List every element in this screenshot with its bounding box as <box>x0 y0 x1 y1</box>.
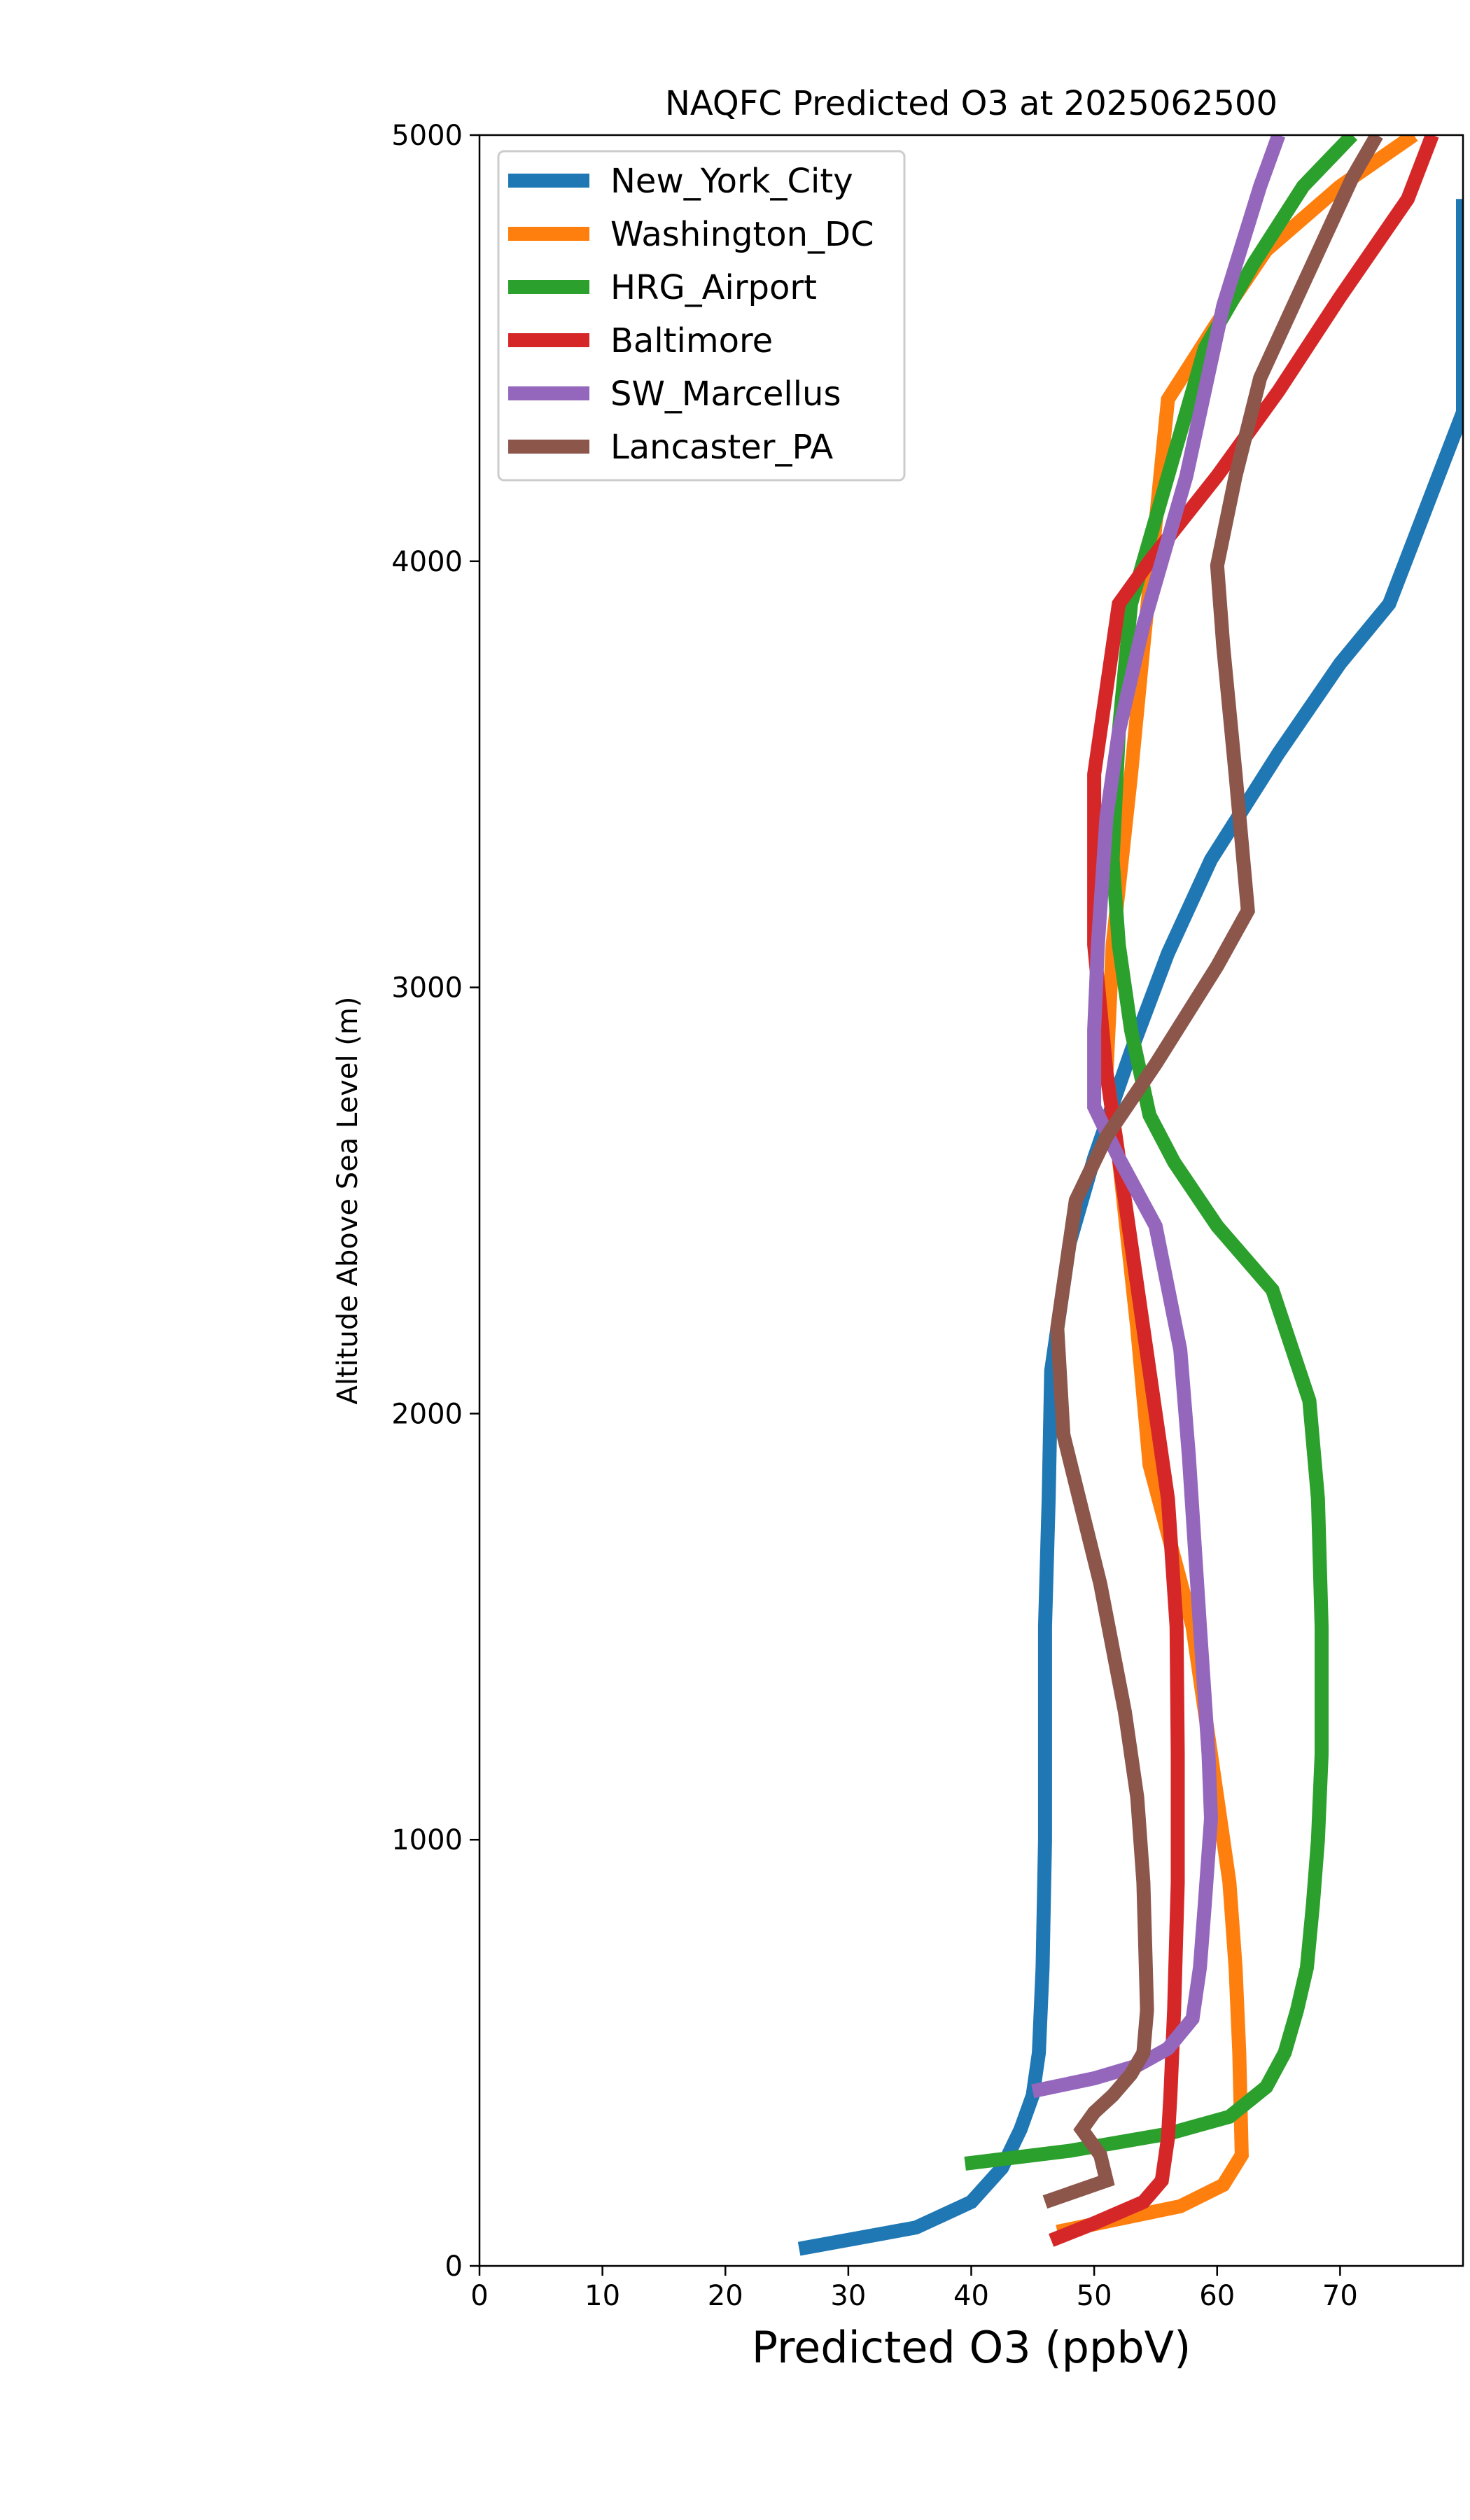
x-tick-label: 50 <box>1077 2280 1112 2312</box>
x-axis-ticks: 0 10 20 30 40 50 60 70 <box>470 2266 1358 2312</box>
x-tick-label: 40 <box>953 2280 989 2312</box>
series-line-lancaster-pa <box>1042 135 1383 2209</box>
legend-label: Lancaster_PA <box>610 428 833 467</box>
legend-label: HRG_Airport <box>610 268 817 307</box>
y-tick-label: 5000 <box>391 120 463 152</box>
series-line-new-york-city <box>797 199 1463 2256</box>
chart-title: NAQFC Predicted O3 at 2025062500 <box>665 84 1278 123</box>
x-tick-label: 70 <box>1322 2280 1358 2312</box>
y-tick-label: 2000 <box>391 1398 463 1430</box>
x-tick-label: 60 <box>1199 2280 1235 2312</box>
x-axis-label: Predicted O3 (ppbV) <box>752 2322 1191 2373</box>
y-tick-label: 0 <box>445 2250 463 2283</box>
legend-label: SW_Marcellus <box>610 374 841 414</box>
legend-label: Baltimore <box>610 321 773 360</box>
x-tick-label: 30 <box>830 2280 866 2312</box>
series-line-sw-marcellus <box>1031 135 1286 2099</box>
x-tick-label: 0 <box>470 2280 488 2312</box>
plot-lines <box>797 135 1463 2256</box>
y-axis-label: Altitude Above Sea Level (m) <box>332 997 364 1405</box>
y-tick-label: 3000 <box>391 972 463 1004</box>
series-line-hrg-airport <box>964 135 1358 2171</box>
y-tick-label: 1000 <box>391 1824 463 1856</box>
x-tick-label: 10 <box>584 2280 620 2312</box>
legend: New_York_City Washington_DC HRG_Airport Bal… <box>497 150 906 482</box>
series-line-baltimore <box>1049 135 1439 2247</box>
y-axis-ticks: 0 1000 2000 3000 4000 5000 <box>391 120 479 2283</box>
x-tick-label: 20 <box>708 2280 743 2312</box>
legend-label: Washington_DC <box>610 215 874 254</box>
y-tick-label: 4000 <box>391 546 463 578</box>
legend-box <box>497 150 906 482</box>
legend-label: New_York_City <box>610 162 853 201</box>
